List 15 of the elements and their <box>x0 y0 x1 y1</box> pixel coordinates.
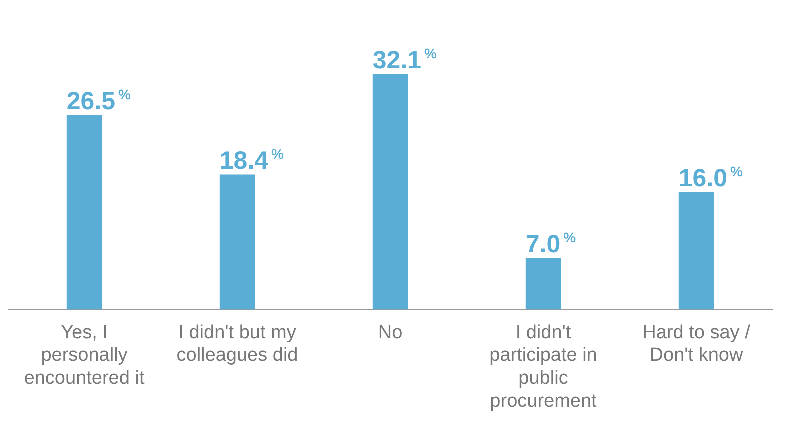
data-label: 26.5% <box>66 86 132 116</box>
x-tick-label: No <box>378 322 403 344</box>
data-label: 7.0% <box>526 229 577 258</box>
bar <box>678 192 714 310</box>
bar <box>66 115 102 310</box>
x-tick-label: I didn't but my colleagues did <box>176 322 298 366</box>
bar <box>526 258 562 310</box>
data-label: 32.1% <box>372 45 438 74</box>
x-tick-label: Hard to say / Don't know <box>642 322 752 366</box>
bar <box>372 74 408 310</box>
bar <box>220 174 256 310</box>
x-tick-label: I didn't participate in public procurement <box>490 322 598 412</box>
data-label: 16.0% <box>678 163 744 192</box>
data-label: 18.4% <box>220 146 285 175</box>
x-tick-label: Yes, I personally encountered it <box>24 322 146 390</box>
